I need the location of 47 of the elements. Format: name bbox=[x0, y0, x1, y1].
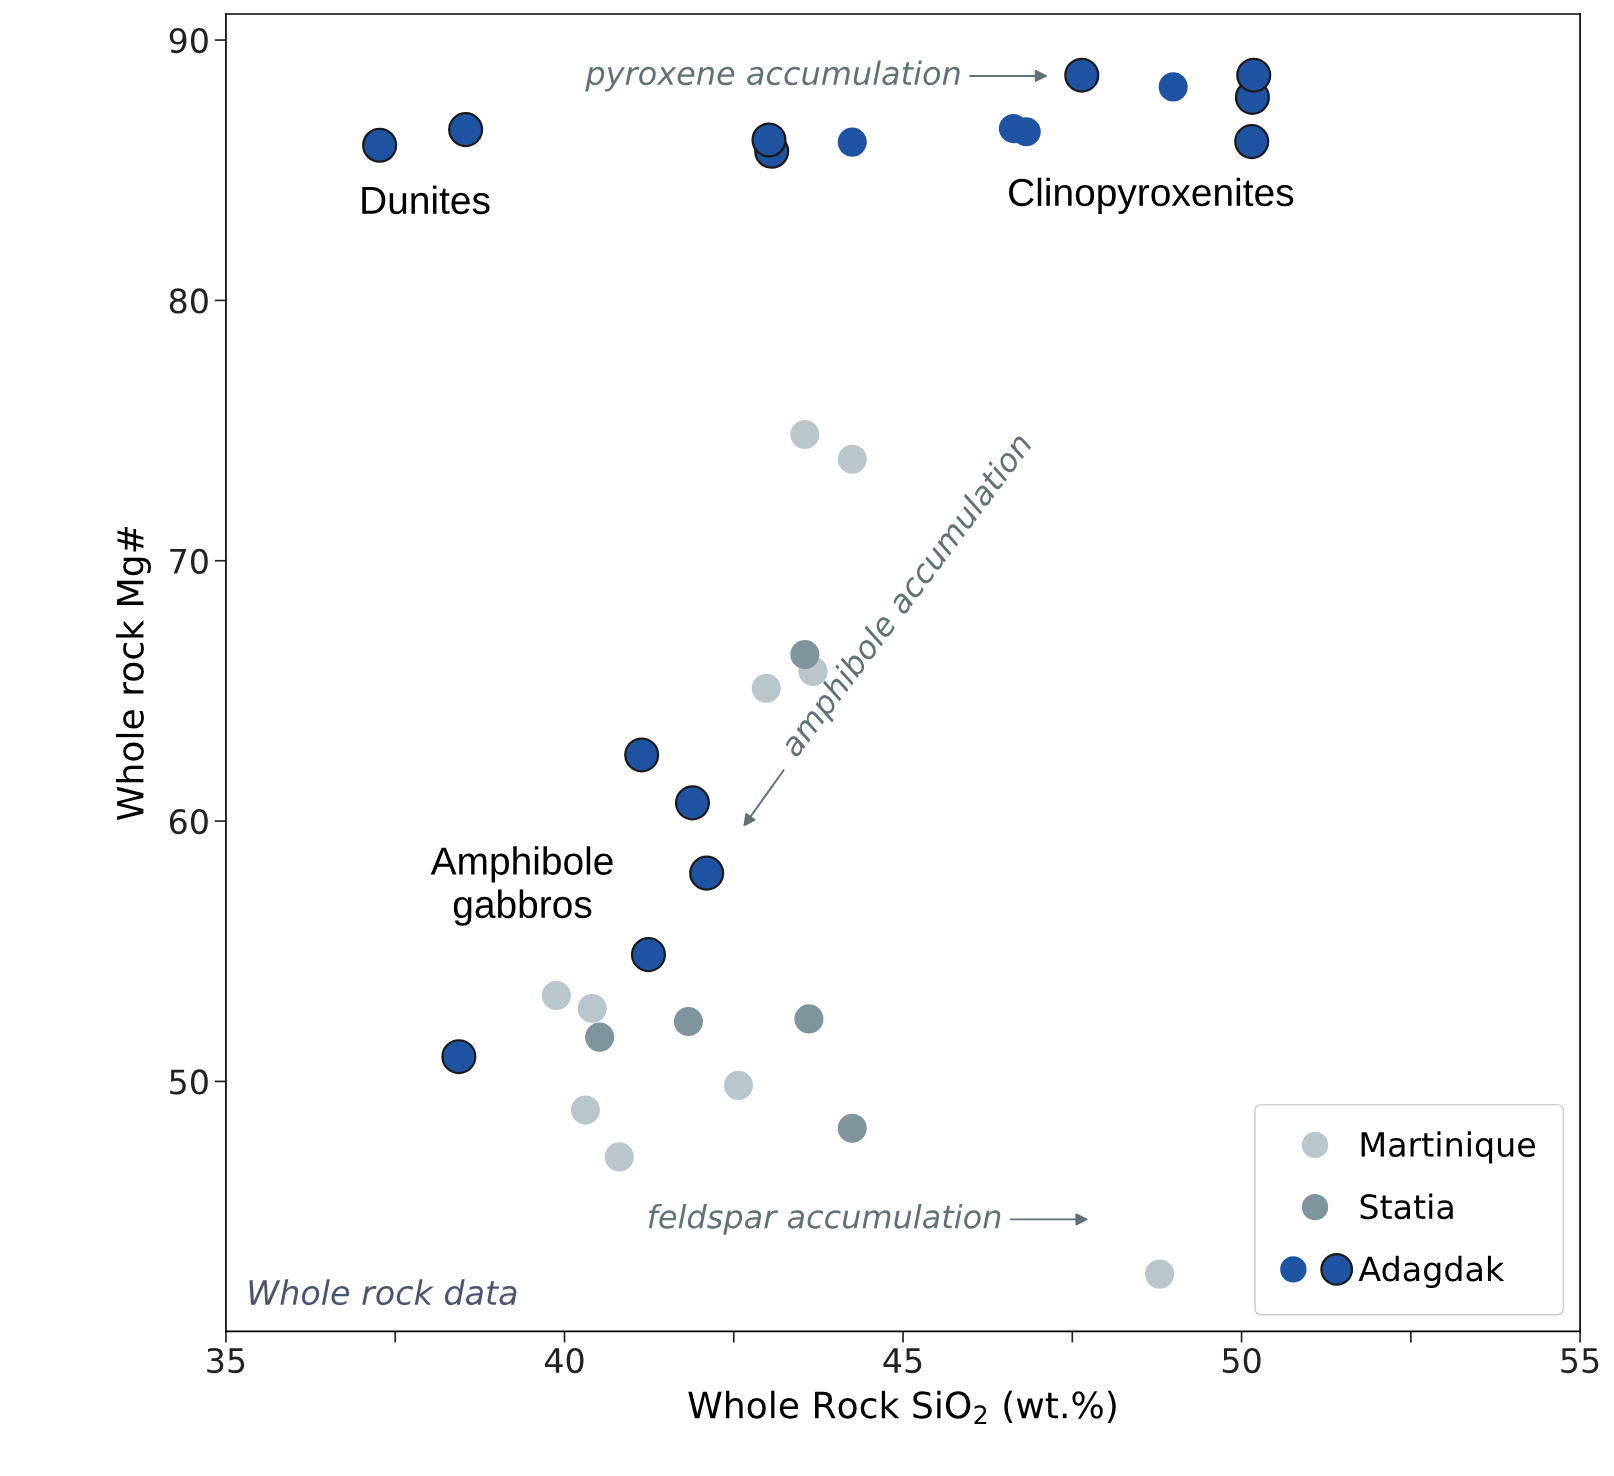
y-tick-label: 90 bbox=[169, 27, 208, 54]
y-tick-label: 60 bbox=[169, 809, 208, 835]
point bbox=[630, 937, 666, 973]
point bbox=[1145, 1259, 1175, 1289]
point bbox=[585, 1022, 615, 1052]
y-tick-label: 70 bbox=[170, 548, 208, 574]
y-tick-label: 50 bbox=[170, 1069, 208, 1095]
legend-label: Statia bbox=[1360, 1193, 1453, 1220]
point bbox=[1158, 72, 1188, 102]
point bbox=[723, 1070, 754, 1100]
y-tick-label: 80 bbox=[169, 288, 208, 314]
x-tick-label: 55 bbox=[1561, 1348, 1599, 1374]
point bbox=[790, 419, 820, 450]
point bbox=[1234, 124, 1270, 160]
point bbox=[837, 444, 867, 474]
point bbox=[541, 980, 571, 1011]
annotation: feldspar accumulation bbox=[648, 1203, 1001, 1235]
annotation: Dunites bbox=[362, 185, 490, 215]
point bbox=[577, 993, 607, 1024]
point bbox=[604, 1142, 634, 1172]
x-tick-label: 35 bbox=[207, 1347, 245, 1374]
legend-label: Martinique bbox=[1361, 1131, 1535, 1164]
x-tick-label: 40 bbox=[544, 1347, 584, 1374]
point bbox=[1236, 57, 1272, 93]
point bbox=[673, 1006, 703, 1037]
y-axis-title: Whole rock Mg# bbox=[115, 526, 151, 821]
annotation: Clinopyroxenites bbox=[1009, 177, 1294, 214]
point bbox=[751, 122, 787, 158]
point bbox=[570, 1095, 601, 1125]
point bbox=[1064, 57, 1100, 93]
legend-label: Adagdak bbox=[1358, 1255, 1505, 1289]
annotation: Whole rock data bbox=[249, 1279, 517, 1306]
point bbox=[441, 1039, 477, 1075]
point bbox=[794, 1004, 824, 1034]
x-tick-label: 50 bbox=[1222, 1347, 1261, 1374]
point bbox=[837, 1113, 867, 1143]
point bbox=[689, 855, 725, 891]
point bbox=[837, 127, 867, 157]
point bbox=[751, 673, 781, 703]
point bbox=[674, 785, 711, 821]
point bbox=[448, 112, 484, 148]
x-axis-title: Whole Rock SiO$_{2}$ (wt.%) bbox=[688, 1390, 1116, 1425]
point bbox=[362, 127, 398, 163]
annotation: Amphibole gabbros bbox=[430, 846, 613, 926]
point bbox=[624, 737, 660, 773]
x-tick-label: 45 bbox=[883, 1348, 922, 1374]
annotation: pyroxene accumulation bbox=[585, 60, 960, 92]
